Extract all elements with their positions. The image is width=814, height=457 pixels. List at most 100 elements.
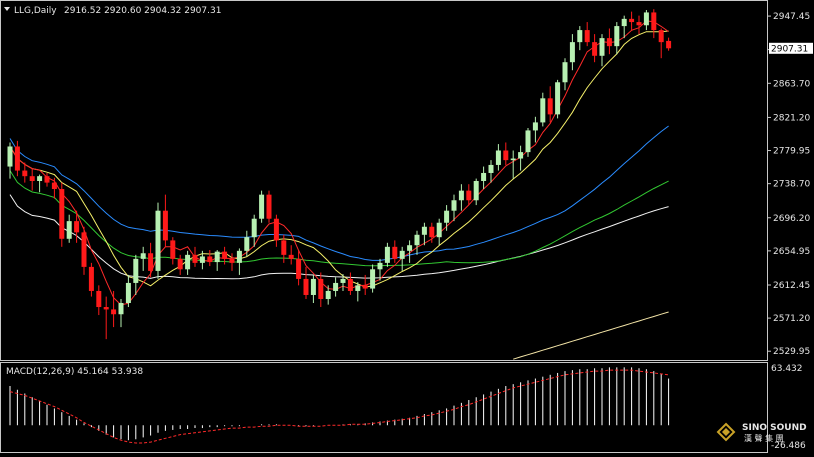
candle-body bbox=[643, 12, 649, 26]
y-tick-label: 2821.20 bbox=[773, 113, 810, 123]
candle-body bbox=[251, 218, 257, 238]
chart-frames bbox=[0, 0, 768, 453]
y-tick-label: 2779.95 bbox=[773, 147, 810, 157]
candle-body bbox=[333, 282, 339, 291]
candle-body bbox=[540, 98, 546, 123]
candle-body bbox=[244, 237, 250, 251]
candle-body bbox=[421, 226, 427, 235]
macd-histogram bbox=[9, 367, 670, 441]
macd-signal-line bbox=[9, 369, 669, 444]
candle-body bbox=[407, 245, 413, 251]
candle-body bbox=[96, 290, 102, 308]
candle-body bbox=[59, 189, 65, 239]
candle-body bbox=[103, 307, 109, 310]
last-price-label: 2907.31 bbox=[771, 44, 808, 54]
candle-body bbox=[162, 210, 168, 241]
candle-body bbox=[51, 182, 57, 190]
candle-body bbox=[192, 254, 198, 263]
candle-body bbox=[347, 278, 353, 291]
candle-body bbox=[177, 258, 183, 270]
dropdown-triangle-icon[interactable] bbox=[4, 7, 10, 11]
candle-body bbox=[88, 266, 94, 291]
candle-body bbox=[340, 278, 346, 283]
candle-body bbox=[532, 122, 538, 131]
ma-medium-line bbox=[9, 170, 669, 267]
candle-body bbox=[658, 30, 664, 43]
candle-body bbox=[429, 226, 435, 238]
candle-body bbox=[495, 150, 501, 165]
candle-body bbox=[518, 152, 524, 159]
macd-header: MACD(12,26,9) 45.164 53.938 63.432 -26.4… bbox=[6, 364, 806, 451]
candle-body bbox=[29, 176, 35, 181]
candle-body bbox=[214, 251, 220, 263]
candle-body bbox=[451, 200, 457, 211]
price-panel-frame bbox=[0, 0, 768, 361]
candle-body bbox=[547, 98, 553, 115]
candle-body bbox=[606, 38, 612, 47]
y-tick-label: 2571.20 bbox=[773, 314, 810, 324]
macd-plot-area bbox=[9, 367, 670, 444]
candle-body bbox=[207, 256, 213, 263]
candle-body bbox=[599, 38, 605, 56]
candle-body bbox=[466, 190, 472, 201]
candle-body bbox=[170, 240, 176, 259]
candle-body bbox=[266, 194, 272, 219]
y-tick-label: 2738.70 bbox=[773, 180, 810, 190]
price-plot-area bbox=[7, 9, 672, 360]
candle-body bbox=[273, 218, 279, 241]
candle-body bbox=[259, 194, 265, 219]
ma-10-line bbox=[9, 30, 669, 288]
candle-body bbox=[525, 130, 531, 153]
candle-body bbox=[370, 269, 376, 289]
chart-header: LLG,Daily 2916.52 2920.60 2904.32 2907.3… bbox=[4, 6, 221, 16]
candle-body bbox=[199, 256, 205, 263]
candle-body bbox=[377, 262, 383, 270]
candle-body bbox=[555, 82, 561, 115]
macd-max-label: 63.432 bbox=[771, 364, 803, 374]
candle-body bbox=[577, 30, 583, 43]
candle-body bbox=[473, 181, 479, 201]
candle-body bbox=[510, 158, 516, 161]
macd-label: MACD(12,26,9) 45.164 53.938 bbox=[6, 367, 143, 377]
candle-body bbox=[481, 172, 487, 181]
candle-body bbox=[37, 176, 43, 181]
ma-5-line bbox=[9, 20, 669, 306]
last-price-marker: 2907.31 bbox=[769, 42, 813, 54]
candle-body bbox=[666, 40, 672, 49]
candle-body bbox=[503, 150, 509, 161]
candle-body bbox=[362, 285, 368, 289]
candle-body bbox=[399, 250, 405, 259]
candle-body bbox=[636, 22, 642, 26]
ma-long-line bbox=[513, 311, 669, 360]
candle-body bbox=[355, 285, 361, 291]
candle-body bbox=[392, 246, 398, 259]
candle-body bbox=[14, 146, 20, 171]
candle-body bbox=[111, 309, 117, 315]
y-tick-label: 2947.45 bbox=[773, 12, 810, 22]
candle-body bbox=[288, 254, 294, 259]
candle-body bbox=[325, 290, 331, 299]
moving-average-lines bbox=[9, 20, 669, 360]
candle-body bbox=[488, 164, 494, 173]
y-tick-label: 2696.20 bbox=[773, 214, 810, 224]
candle-body bbox=[621, 18, 627, 27]
ohlc-readout: 2916.52 2920.60 2904.32 2907.31 bbox=[64, 6, 221, 16]
candle-body bbox=[592, 42, 598, 56]
brand-logo-core-icon bbox=[722, 428, 730, 436]
candle-body bbox=[281, 240, 287, 255]
candle-body bbox=[81, 232, 87, 267]
ma-slow-line bbox=[9, 194, 669, 280]
candle-body bbox=[185, 254, 191, 270]
candle-body bbox=[155, 210, 161, 271]
symbol-label: LLG,Daily bbox=[14, 6, 57, 16]
candle-body bbox=[7, 146, 13, 167]
candle-body bbox=[414, 234, 420, 246]
y-tick-label: 2654.95 bbox=[773, 247, 810, 257]
macd-min-label: -26.486 bbox=[771, 441, 806, 451]
candle-body bbox=[229, 258, 235, 263]
candle-body bbox=[133, 258, 139, 283]
candle-body bbox=[222, 251, 228, 259]
candle-body bbox=[125, 282, 131, 304]
